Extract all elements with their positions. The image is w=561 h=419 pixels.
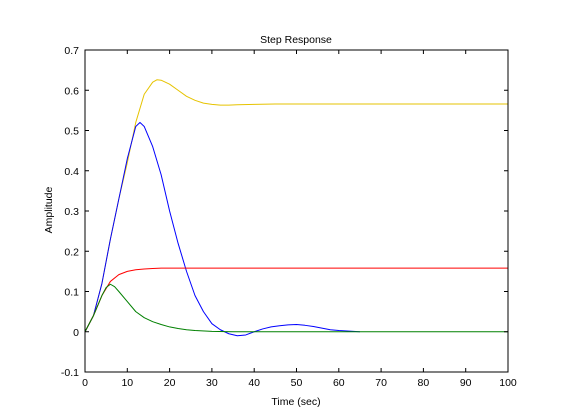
- x-tick-label: 10: [121, 377, 133, 389]
- x-tick-label: 90: [460, 377, 472, 389]
- y-tick-label: 0: [73, 327, 79, 339]
- x-tick-label: 30: [206, 377, 218, 389]
- y-tick-label: 0.1: [64, 287, 79, 299]
- tick-layer: 0 10 20 30 40 50 60 70 80 90 100-0.100.10.20.30.40…: [61, 45, 517, 389]
- y-tick-label: 0.2: [64, 246, 79, 258]
- x-tick-label: 50: [291, 377, 303, 389]
- x-tick-label: 70: [375, 377, 387, 389]
- y-tick-label: 0.6: [64, 85, 79, 97]
- x-tick-label: 20: [164, 377, 176, 389]
- series-layer: [84, 79, 508, 337]
- y-tick-label: 0.3: [64, 206, 79, 218]
- plot-area: 0 10 20 30 40 50 60 70 80 90 100-0.100.10.20.30.40…: [61, 45, 517, 389]
- x-axis-label: Time (sec): [271, 396, 320, 408]
- plot-background: [85, 50, 508, 372]
- chart-title: Step Response: [260, 34, 332, 46]
- series-line-3: [84, 267, 508, 332]
- y-tick-label: 0.7: [64, 45, 79, 57]
- series-line-2: [84, 121, 360, 337]
- y-tick-label: -0.1: [61, 367, 79, 379]
- x-tick-label: 80: [418, 377, 430, 389]
- series-line-4: [84, 283, 508, 333]
- y-tick-label: 0.4: [64, 166, 79, 178]
- x-tick-label: 100: [499, 377, 517, 389]
- x-tick-label: 0: [82, 377, 88, 389]
- x-tick-label: 40: [248, 377, 260, 389]
- y-axis-label: Amplitude: [43, 187, 55, 234]
- x-tick-label: 60: [333, 377, 345, 389]
- y-tick-label: 0.5: [64, 126, 79, 138]
